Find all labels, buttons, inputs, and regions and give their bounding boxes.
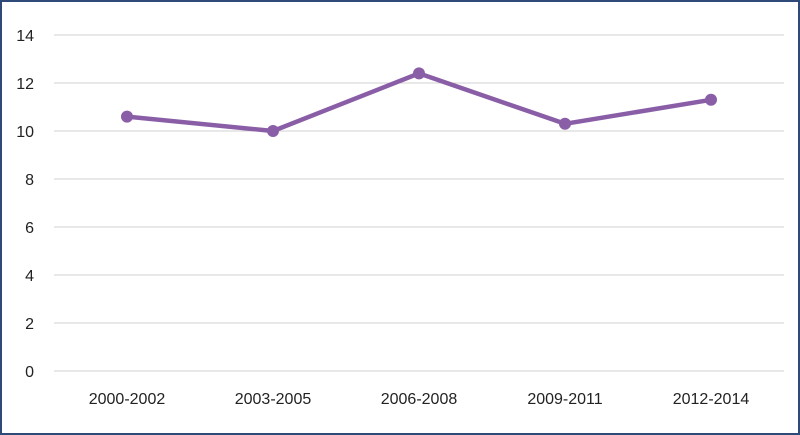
x-tick-label: 2006-2008 [381, 391, 458, 408]
y-tick-label: 14 [16, 28, 34, 45]
data-point-marker [267, 125, 279, 137]
y-tick-label: 2 [25, 316, 34, 333]
data-point-marker [121, 110, 133, 123]
x-tick-label: 2012-2014 [673, 391, 750, 408]
x-tick-label: 2000-2002 [89, 391, 166, 408]
data-point-marker [413, 67, 425, 80]
y-tick-label: 0 [25, 364, 34, 381]
y-tick-label: 6 [25, 220, 34, 237]
x-axis-tick-labels: 2000-2002 2003-2005 2006-2008 2009-2011 2012… [89, 391, 750, 408]
y-tick-label: 12 [16, 76, 34, 93]
data-point-marker [705, 93, 717, 106]
y-tick-label: 10 [16, 124, 34, 141]
y-tick-label: 4 [25, 268, 34, 285]
y-axis-tick-labels: 0 2 4 6 8 10 12 14 [16, 28, 34, 381]
series-line-path [124, 71, 714, 134]
series-line [124, 71, 714, 134]
data-point-marker [559, 117, 571, 130]
x-tick-label: 2009-2011 [527, 391, 602, 408]
grid-lines [54, 34, 784, 372]
y-tick-label: 8 [25, 172, 34, 189]
series-markers [121, 67, 717, 137]
x-tick-label: 2003-2005 [235, 391, 312, 408]
